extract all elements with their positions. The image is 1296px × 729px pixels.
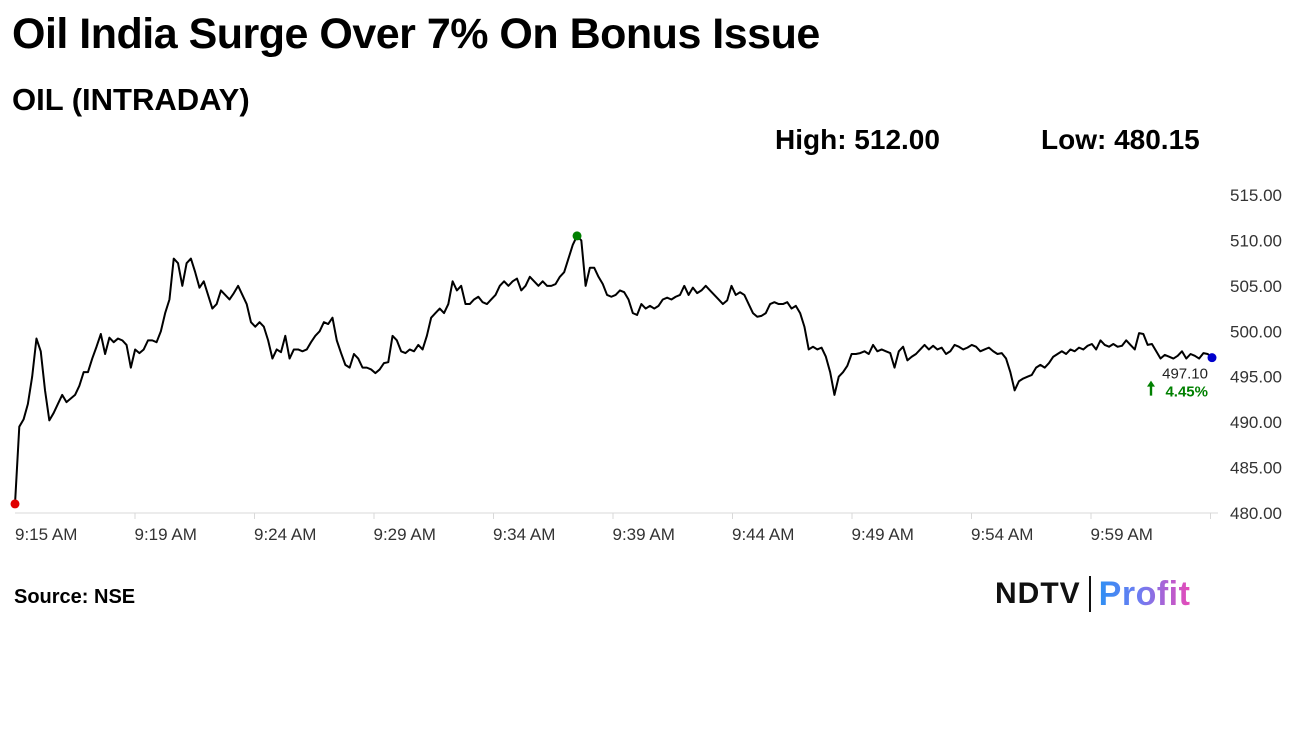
y-tick-label: 510.00	[1230, 231, 1282, 250]
price-line	[14, 234, 1213, 504]
y-tick-label: 490.00	[1230, 413, 1282, 432]
x-tick-label: 9:49 AM	[852, 525, 914, 544]
chart-headline: Oil India Surge Over 7% On Bonus Issue	[12, 10, 820, 58]
logo-ndtv-text: NDTV	[995, 577, 1081, 610]
y-tick-label: 480.00	[1230, 504, 1282, 523]
last-price-callout-bg	[1150, 363, 1212, 408]
ndtv-profit-logo: NDTV Profit	[995, 572, 1190, 616]
x-tick-label: 9:24 AM	[254, 525, 316, 544]
low-price: Low: 480.15	[1041, 124, 1200, 155]
y-tick-label: 515.00	[1230, 186, 1282, 205]
day-high-marker	[572, 231, 582, 241]
high-price: High: 512.00	[775, 124, 940, 155]
last-price-label: 497.10	[1162, 366, 1208, 383]
x-tick-label: 9:29 AM	[374, 525, 436, 544]
x-tick-label: 9:44 AM	[732, 525, 794, 544]
x-tick-label: 9:59 AM	[1091, 525, 1153, 544]
logo-profit-text: Profit	[1098, 574, 1191, 613]
x-tick-label: 9:34 AM	[493, 525, 555, 544]
change-percent-label: 4.45%	[1165, 384, 1208, 401]
y-tick-label: 500.00	[1230, 322, 1282, 341]
x-tick-label: 9:19 AM	[135, 525, 197, 544]
source-note: Source: NSE	[14, 586, 136, 608]
open-price-marker	[10, 499, 20, 509]
y-tick-label: 495.00	[1230, 368, 1282, 387]
last-price-marker	[1207, 353, 1217, 363]
y-tick-label: 485.00	[1230, 459, 1282, 478]
arrow-up-icon	[1147, 380, 1155, 396]
x-tick-label: 9:39 AM	[613, 525, 675, 544]
x-tick-label: 9:15 AM	[15, 525, 77, 544]
y-tick-label: 505.00	[1230, 277, 1282, 296]
x-tick-label: 9:54 AM	[971, 525, 1033, 544]
logo-divider	[1088, 576, 1091, 612]
chart-subtitle: OIL (INTRADAY)	[12, 82, 250, 117]
intraday-line-chart: 515.00 510.00 505.00 500.00 495.00 490.00 485.…	[10, 186, 1282, 544]
